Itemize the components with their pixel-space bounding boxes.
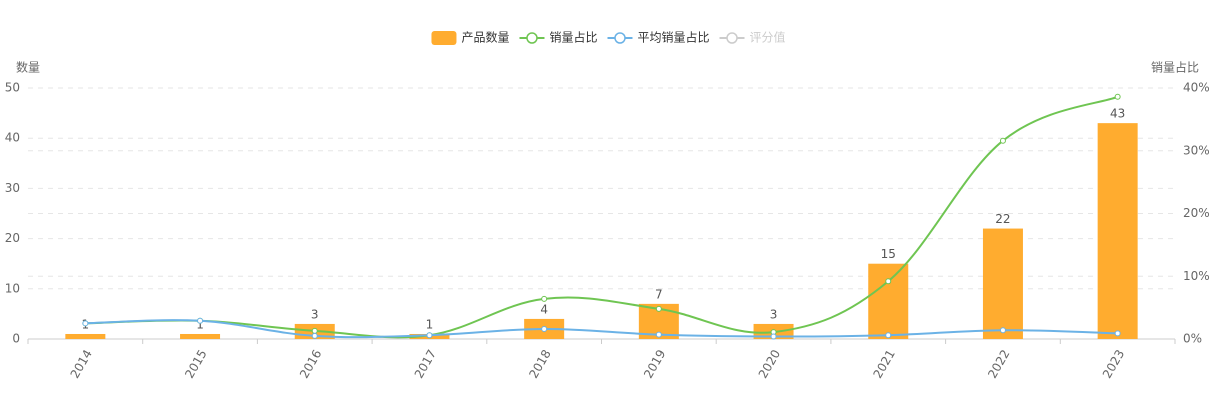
line: [85, 95, 1119, 339]
line-point: [541, 325, 548, 332]
line-point: [426, 332, 433, 339]
line-point: [311, 327, 318, 334]
line-point: [999, 327, 1006, 334]
line-point: [999, 137, 1006, 144]
line-point: [1114, 93, 1121, 100]
bar: [65, 333, 106, 339]
x-tick-label: 2023: [1100, 347, 1127, 380]
line-point: [885, 278, 892, 285]
legend-label: 销量占比: [549, 30, 597, 45]
x-tick-label: 2021: [870, 347, 897, 380]
y-tick-label: 20: [5, 231, 20, 245]
legend-icon: [614, 32, 626, 44]
bar-value-label: 15: [881, 247, 896, 261]
bar-value-label: 4: [540, 302, 548, 316]
bar: [1097, 123, 1138, 339]
line-point: [655, 305, 662, 312]
line-point: [541, 295, 548, 302]
bar-value-label: 43: [1110, 107, 1125, 121]
bar: [180, 333, 221, 339]
legend-label: 平均销量占比: [638, 30, 710, 45]
y-tick-label: 30: [5, 181, 20, 195]
bar-value-label: 1: [426, 317, 434, 331]
line: [85, 319, 1118, 339]
line-point: [770, 333, 777, 340]
bar-value-label: 22: [995, 212, 1010, 226]
bar: [982, 228, 1023, 339]
x-tick-label: 2022: [985, 347, 1012, 380]
legend-item[interactable]: 销量占比: [519, 30, 598, 45]
line-point: [197, 317, 204, 324]
legend-icon: [726, 32, 738, 44]
line-point: [1114, 330, 1121, 337]
x-tick-label: 2020: [756, 347, 783, 380]
legend-icon: [431, 31, 457, 45]
y2-tick-label: 30%: [1183, 143, 1210, 157]
y-tick-label: 10: [5, 281, 20, 295]
y-tick-label: 40: [5, 131, 20, 145]
line-point: [885, 332, 892, 339]
legend-item[interactable]: 平均销量占比: [607, 30, 710, 45]
x-tick-label: 2018: [526, 347, 553, 380]
x-tick-label: 2014: [68, 347, 95, 380]
bar: [868, 263, 909, 339]
y-tick-label: 0: [12, 332, 20, 346]
x-tick-label: 2016: [297, 347, 324, 380]
line-point: [82, 320, 89, 327]
x-tick-label: 2019: [641, 347, 668, 380]
legend-item[interactable]: 评分值: [719, 30, 786, 45]
bar-value-label: 3: [770, 307, 778, 321]
x-tick-label: 2015: [182, 347, 209, 380]
bar-value-label: 3: [311, 307, 319, 321]
y-axis-label: 数量: [16, 60, 40, 75]
legend-item[interactable]: 产品数量: [431, 30, 509, 46]
legend-label: 评分值: [750, 30, 786, 45]
line-point: [311, 332, 318, 339]
y2-tick-label: 0%: [1183, 332, 1202, 346]
x-tick-label: 2017: [412, 347, 439, 380]
legend-label: 产品数量: [461, 30, 509, 45]
legend-icon: [526, 32, 538, 44]
bar-value-label: 1: [196, 317, 204, 331]
y2-axis-label: 销量占比: [1151, 60, 1199, 75]
y2-tick-label: 40%: [1183, 81, 1210, 95]
y2-tick-label: 20%: [1183, 206, 1210, 220]
y-tick-label: 50: [5, 81, 20, 95]
legend: 产品数量 销量占比 平均销量占比 评分值: [431, 30, 786, 46]
y2-tick-label: 10%: [1183, 269, 1210, 283]
bar-value-label: 7: [655, 287, 663, 301]
line-point: [655, 331, 662, 338]
